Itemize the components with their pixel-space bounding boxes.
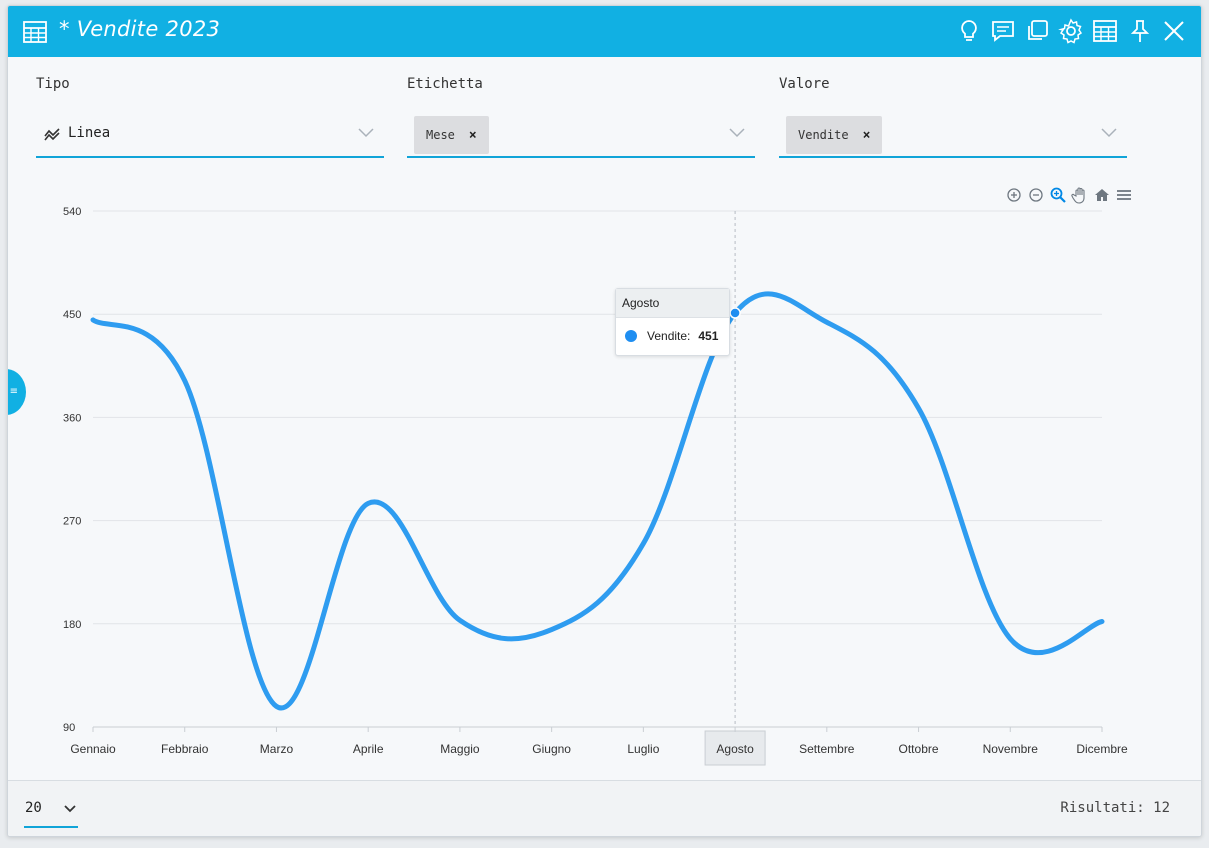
y-tick-label: 540 xyxy=(63,206,81,218)
chart-window: * Vendite 2023 Tipo Linea xyxy=(7,5,1202,837)
x-tick-label: Settembre xyxy=(799,742,855,756)
valore-label: Valore xyxy=(779,76,830,92)
chart-tooltip: Agosto Vendite: 451 xyxy=(615,288,730,356)
x-tick-label: Luglio xyxy=(627,742,659,756)
tipo-select[interactable]: Linea xyxy=(36,110,384,158)
tooltip-value: 451 xyxy=(698,329,719,343)
chart-toolbar xyxy=(1005,186,1133,204)
chevron-down-icon[interactable] xyxy=(729,128,745,138)
chevron-down-icon xyxy=(64,805,76,813)
tooltip-series-name: Vendite: xyxy=(647,329,691,343)
lightbulb-icon[interactable] xyxy=(956,18,982,44)
tooltip-header: Agosto xyxy=(616,289,729,318)
tipo-label: Tipo xyxy=(36,76,70,92)
tooltip-title: Agosto xyxy=(622,296,660,310)
x-tick-label: Dicembre xyxy=(1076,742,1128,756)
x-tick-label: Novembre xyxy=(983,742,1039,756)
line-chart: Gennaio Febbraio Marzo Aprile Maggio Giugno Lu… xyxy=(63,206,1128,766)
highlighted-data-point xyxy=(729,307,741,319)
menu-icon: ≡ xyxy=(9,386,18,397)
x-tick-label: Febbraio xyxy=(161,742,209,756)
comment-icon[interactable] xyxy=(990,18,1016,44)
etichetta-chip-label: Mese xyxy=(426,128,455,142)
x-tick-label: Gennaio xyxy=(70,742,116,756)
x-tick-label: Maggio xyxy=(440,742,480,756)
pin-icon[interactable] xyxy=(1127,18,1153,44)
table-icon xyxy=(23,21,47,43)
title-bar: * Vendite 2023 xyxy=(8,6,1201,57)
page-size-select[interactable]: 20 xyxy=(24,794,78,828)
x-tick-label: Aprile xyxy=(353,742,384,756)
x-tick-highlight xyxy=(704,730,766,766)
table-icon[interactable] xyxy=(1092,18,1118,44)
zoom-in-icon[interactable] xyxy=(1005,186,1023,204)
y-tick-label: 90 xyxy=(63,722,75,734)
series-line-vendite xyxy=(90,291,1105,711)
zoom-select-icon[interactable] xyxy=(1049,186,1067,204)
results-count: Risultati: 12 xyxy=(1060,800,1170,816)
copy-icon[interactable] xyxy=(1024,18,1050,44)
close-icon[interactable] xyxy=(1161,18,1187,44)
etichetta-chip-remove[interactable]: × xyxy=(468,127,477,143)
y-tick-label: 450 xyxy=(63,309,81,321)
pan-icon[interactable] xyxy=(1071,186,1089,204)
x-tick-label: Giugno xyxy=(532,742,571,756)
home-icon[interactable] xyxy=(1093,186,1111,204)
page-size-value: 20 xyxy=(25,800,42,816)
series-marker-icon xyxy=(625,330,637,342)
gear-icon[interactable] xyxy=(1058,18,1084,44)
tooltip-body: Vendite: 451 xyxy=(616,318,729,354)
etichetta-chip: Mese × xyxy=(414,116,489,154)
y-tick-label: 360 xyxy=(63,412,81,424)
valore-select[interactable]: Vendite × xyxy=(779,110,1127,158)
x-tick-label: Ottobre xyxy=(899,742,939,756)
zoom-out-icon[interactable] xyxy=(1027,186,1045,204)
y-tick-label: 180 xyxy=(63,619,81,631)
line-chart-icon xyxy=(44,128,60,141)
chevron-down-icon[interactable] xyxy=(1101,128,1117,138)
tipo-value: Linea xyxy=(68,125,111,141)
x-tick-label: Marzo xyxy=(260,742,294,756)
side-panel-toggle[interactable]: ≡ xyxy=(8,369,26,415)
chevron-down-icon[interactable] xyxy=(358,128,374,138)
etichetta-select[interactable]: Mese × xyxy=(407,110,755,158)
x-tick-label: Agosto xyxy=(716,742,754,756)
etichetta-label: Etichetta xyxy=(407,76,483,92)
y-tick-label: 270 xyxy=(63,516,81,528)
valore-chip-remove[interactable]: × xyxy=(862,127,871,143)
footer: 20 Risultati: 12 xyxy=(8,780,1201,836)
menu-icon[interactable] xyxy=(1115,186,1133,204)
valore-chip-label: Vendite xyxy=(798,128,849,142)
window-title: * Vendite 2023 xyxy=(59,17,221,41)
valore-chip: Vendite × xyxy=(786,116,883,154)
